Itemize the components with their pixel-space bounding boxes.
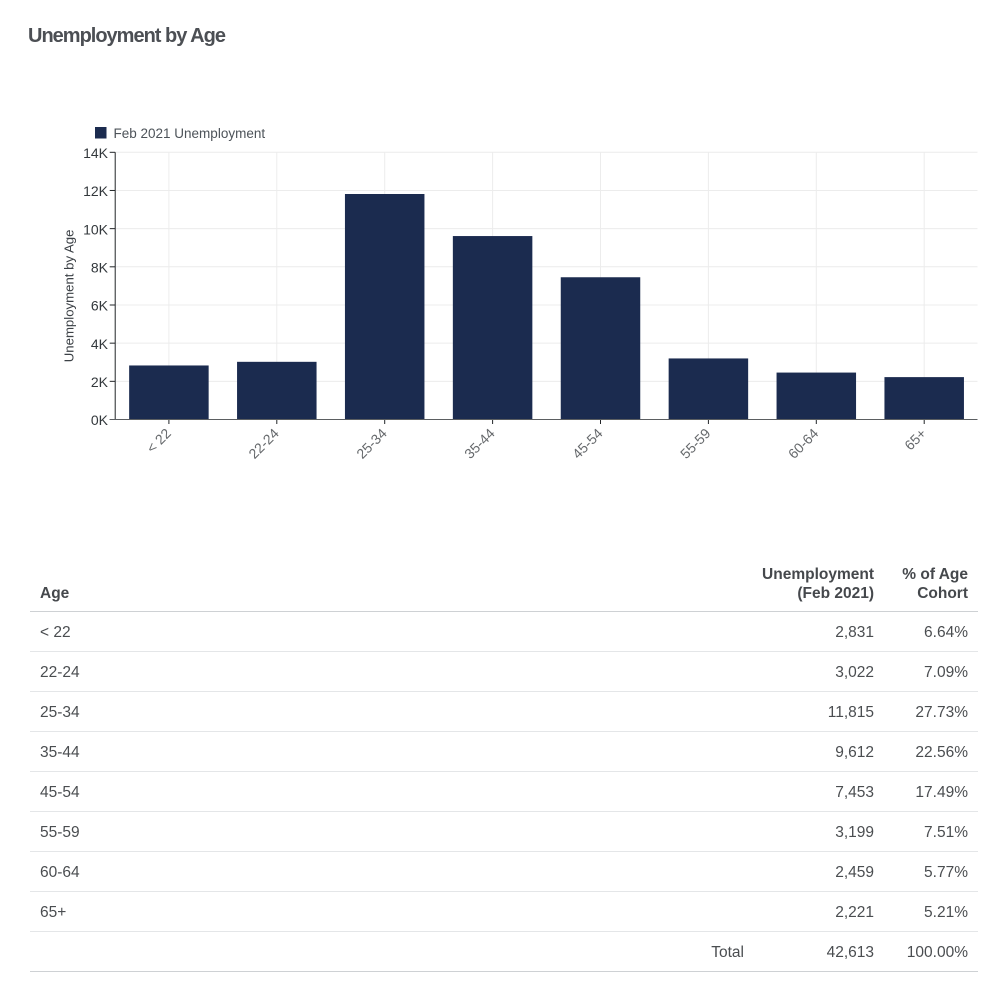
svg-text:2K: 2K [91, 374, 109, 390]
svg-text:< 22: < 22 [143, 425, 174, 456]
svg-text:25-34: 25-34 [353, 425, 390, 462]
svg-text:0K: 0K [91, 412, 109, 428]
svg-text:Feb 2021 Unemployment: Feb 2021 Unemployment [114, 126, 266, 141]
svg-text:60-64: 60-64 [785, 425, 822, 462]
svg-text:12K: 12K [83, 183, 109, 199]
svg-text:4K: 4K [91, 336, 109, 352]
svg-text:45-54: 45-54 [569, 425, 606, 462]
svg-text:10K: 10K [83, 221, 109, 237]
svg-text:14K: 14K [83, 145, 109, 161]
svg-text:22-24: 22-24 [245, 425, 282, 462]
svg-text:8K: 8K [91, 260, 109, 276]
svg-text:Unemployment by Age: Unemployment by Age [62, 230, 77, 363]
svg-text:6K: 6K [91, 298, 109, 314]
svg-text:65+: 65+ [901, 425, 929, 453]
svg-text:55-59: 55-59 [677, 425, 714, 462]
svg-text:35-44: 35-44 [461, 425, 498, 462]
